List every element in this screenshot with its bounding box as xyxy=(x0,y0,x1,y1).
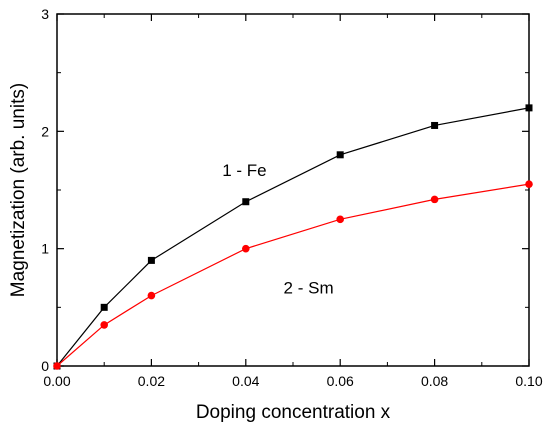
series-2 xyxy=(53,180,533,370)
x-axis-title: Doping concentration x xyxy=(196,402,391,423)
plot-frame xyxy=(56,13,530,367)
x-tick-label: 0.10 xyxy=(515,373,542,389)
data-point xyxy=(242,198,250,206)
x-tick-label: 0.00 xyxy=(43,373,70,389)
data-point xyxy=(525,180,533,188)
series-annotation: 1 - Fe xyxy=(222,161,266,180)
data-point xyxy=(336,215,345,224)
series-line xyxy=(56,107,530,367)
data-point xyxy=(525,104,533,112)
y-axis-title: Magnetization (arb. units) xyxy=(8,83,29,297)
y-tick-label: 0 xyxy=(41,358,49,374)
x-tick-label: 0.08 xyxy=(421,373,448,389)
y-tick-label: 2 xyxy=(41,123,49,139)
data-point xyxy=(53,362,61,370)
annotation-layer: 1 - Fe 2 - Sm xyxy=(222,161,333,297)
series-layer xyxy=(53,104,533,370)
axis-ticks: 0.00 0.02 0.04 0.06 0.08 0.10 0 1 2 3 xyxy=(41,6,543,389)
data-point xyxy=(431,121,439,129)
data-point xyxy=(147,291,156,300)
y-tick-label: 3 xyxy=(41,6,49,22)
data-point xyxy=(336,151,344,159)
y-tick-label: 1 xyxy=(41,241,49,257)
data-point xyxy=(242,244,250,253)
series-annotation: 2 - Sm xyxy=(284,278,334,297)
data-point xyxy=(100,303,108,311)
data-point xyxy=(147,256,155,264)
data-point xyxy=(100,321,108,329)
data-point xyxy=(430,195,439,204)
x-tick-label: 0.04 xyxy=(232,373,259,389)
series-1 xyxy=(53,104,533,370)
series-line xyxy=(56,183,530,367)
x-tick-label: 0.06 xyxy=(327,373,354,389)
x-tick-label: 0.02 xyxy=(138,373,165,389)
